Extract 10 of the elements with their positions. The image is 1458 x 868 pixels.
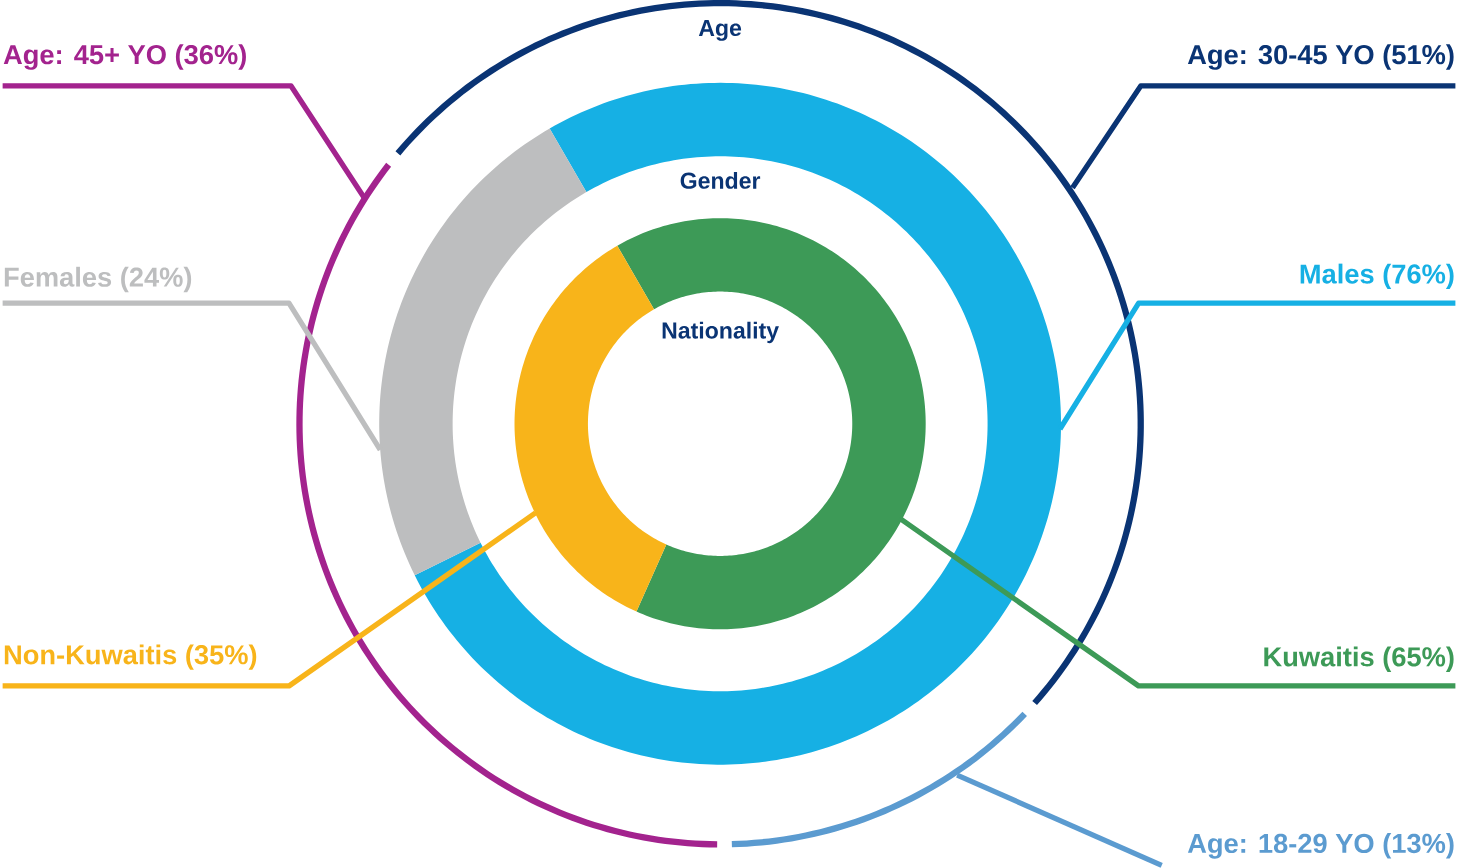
slice-label: Females (24%) bbox=[4, 266, 192, 293]
text: Nationality bbox=[662, 321, 779, 344]
slice-label: Kuwaitis (65%) bbox=[1264, 646, 1454, 672]
slice-label: Males (76%) bbox=[1300, 263, 1454, 290]
slice-label: Non-Kuwaitis (35%) bbox=[4, 644, 257, 670]
slice-label: Age: 45+ YO (36%) bbox=[3, 44, 246, 70]
text: Gender bbox=[680, 171, 761, 189]
slice-label: Age: 30-45 YO (51%) bbox=[1187, 44, 1454, 70]
slice-label: Age: 18-29 YO (13%) bbox=[1187, 833, 1454, 859]
text: Age bbox=[698, 20, 742, 41]
